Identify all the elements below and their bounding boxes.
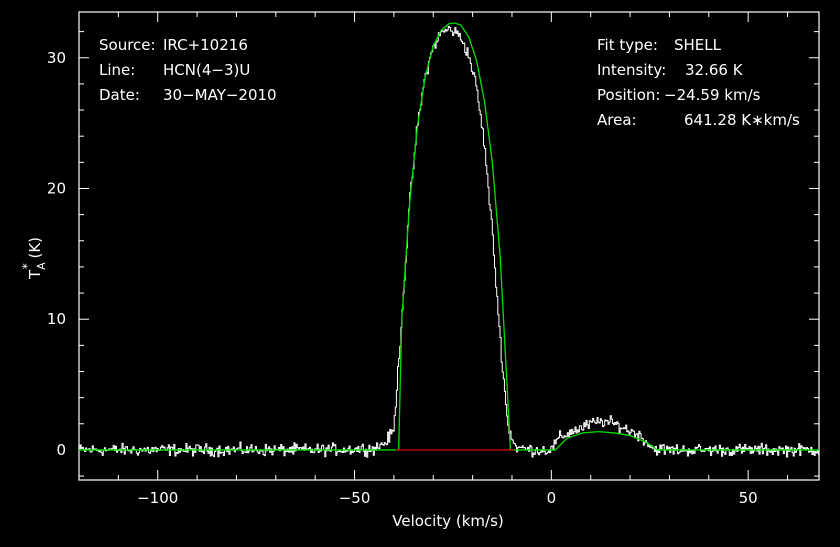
info-left: Source: IRC+10216 Line: HCN(4−3)U Date: … <box>99 36 277 104</box>
y-axis-label-unit: (K) <box>26 237 44 263</box>
y-tick-label: 20 <box>47 179 66 197</box>
y-axis-label: TA* (K) <box>20 237 48 280</box>
y-tick-label: 10 <box>47 310 66 328</box>
axes-frame <box>78 11 820 481</box>
info-line-label: Line: <box>99 61 135 79</box>
info-date-value: 30−MAY−2010 <box>163 86 277 104</box>
plot-frame <box>78 11 820 481</box>
info-position-label: Position: <box>597 86 660 104</box>
info-source-label: Source: <box>99 36 156 54</box>
info-intensity-value: 32.66 K <box>685 61 744 79</box>
info-fit-type-value: SHELL <box>674 36 722 54</box>
info-date-label: Date: <box>99 86 140 104</box>
x-axis-label: Velocity (km/s) <box>392 512 503 530</box>
info-area-label: Area: <box>597 111 637 129</box>
observed-spectrum-line <box>79 25 820 458</box>
x-tick-label: −100 <box>137 489 178 507</box>
x-tick-label: 50 <box>739 489 758 507</box>
x-tick-label: −50 <box>339 489 371 507</box>
info-position-value: −24.59 km/s <box>664 86 761 104</box>
svg-text:TA* (K): TA* (K) <box>20 237 48 280</box>
info-area-value: 641.28 K∗km/s <box>684 111 800 129</box>
y-axis-label-base: T <box>26 269 44 280</box>
y-axis-label-sub: A <box>35 262 48 270</box>
ticks: −100 −50 0 50 0 10 20 30 <box>47 12 819 507</box>
series-layer <box>79 22 820 458</box>
info-intensity-label: Intensity: <box>597 61 666 79</box>
info-source-value: IRC+10216 <box>163 36 248 54</box>
y-tick-label: 30 <box>47 49 66 67</box>
info-fit-type-label: Fit type: <box>597 36 658 54</box>
info-line-value: HCN(4−3)U <box>163 61 250 79</box>
y-tick-label: 0 <box>56 441 66 459</box>
shell-fit-line <box>79 22 819 451</box>
info-right: Fit type: SHELL Intensity: 32.66 K Posit… <box>597 36 800 129</box>
y-axis-label-sup: * <box>20 263 34 269</box>
x-tick-label: 0 <box>547 489 557 507</box>
